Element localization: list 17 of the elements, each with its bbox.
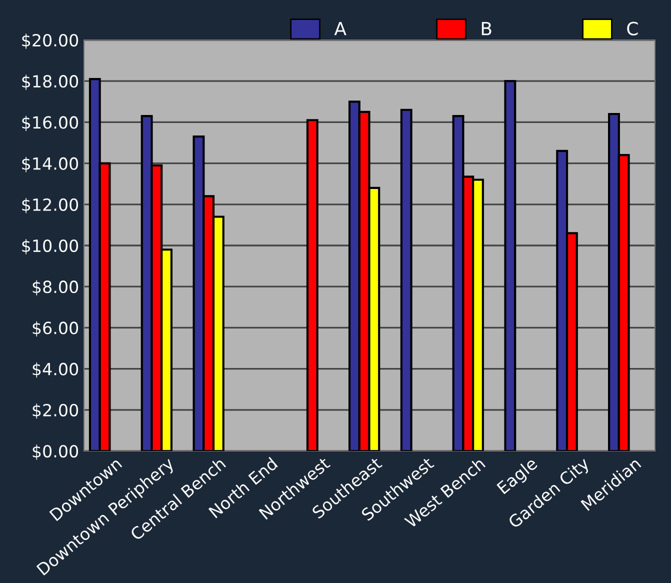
bar	[306, 119, 318, 451]
y-tick-label: $20.00	[22, 34, 78, 49]
bar	[504, 80, 516, 451]
y-tick-label: $18.00	[22, 74, 78, 90]
y-tick-label: $14.00	[22, 156, 78, 172]
y-tick-label: $4.00	[32, 362, 78, 378]
y-tick-label: $12.00	[22, 198, 78, 214]
y-tick-label: $16.00	[22, 116, 78, 131]
y-tick-label: $0.00	[32, 444, 78, 460]
y-tick-label: $8.00	[32, 280, 78, 296]
legend-label: C	[627, 22, 638, 36]
y-tick-label: $6.00	[32, 321, 78, 336]
legend-label: A	[334, 22, 346, 36]
y-tick-label: $2.00	[32, 404, 78, 419]
legend-label: B	[482, 22, 492, 36]
bar	[400, 108, 412, 451]
y-tick-label: $10.00	[22, 239, 78, 254]
